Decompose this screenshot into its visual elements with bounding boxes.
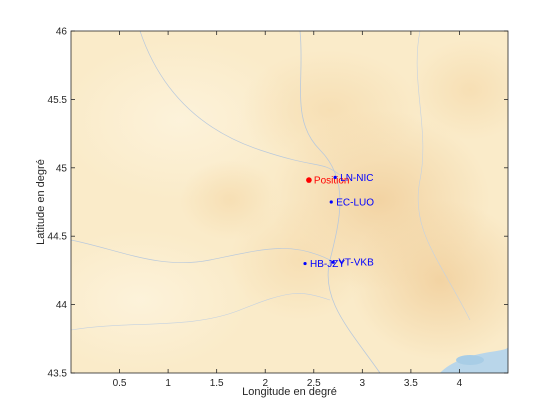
y-tick-label: 44: [56, 300, 68, 311]
x-tick-label: 0.5: [113, 378, 127, 389]
x-tick-label: 4: [457, 378, 463, 389]
data-point-label: Position: [314, 176, 350, 187]
data-point-label: EC-LUO: [336, 198, 374, 209]
data-point-label: HB-JZY: [310, 259, 345, 270]
x-tick-label: 3.5: [404, 378, 418, 389]
y-tick-label: 44.5: [48, 232, 68, 243]
map-background: [71, 31, 508, 373]
x-tick-label: 3: [360, 378, 366, 389]
axes-frame: [70, 30, 509, 374]
y-axis-label: Latitude en degré: [35, 159, 47, 245]
y-axis: 43.5 44 44.5 45 45.5 46: [48, 27, 508, 380]
data-point-marker: [306, 177, 312, 183]
x-tick-label: 1.5: [210, 378, 224, 389]
data-point-marker: [303, 261, 307, 266]
y-tick-label: 43.5: [48, 369, 68, 380]
data-point-marker: [333, 175, 337, 179]
y-tick-label: 46: [56, 27, 68, 38]
x-tick-label: 2: [262, 378, 268, 389]
x-axis-label: Longitude en degré: [242, 386, 337, 398]
x-tick-label: 2.5: [307, 378, 321, 389]
data-point-marker: [331, 260, 335, 264]
data-point-marker: [329, 200, 333, 204]
y-tick-label: 45: [56, 163, 68, 174]
y-tick-label: 45.5: [48, 95, 68, 106]
x-tick-label: 1: [165, 378, 171, 389]
data-point-label: YT-VKB: [338, 258, 374, 269]
data-point-label: LN-NIC: [340, 173, 373, 184]
x-axis: 0.5 1 1.5 2 2.5 3 3.5 4: [113, 31, 463, 389]
